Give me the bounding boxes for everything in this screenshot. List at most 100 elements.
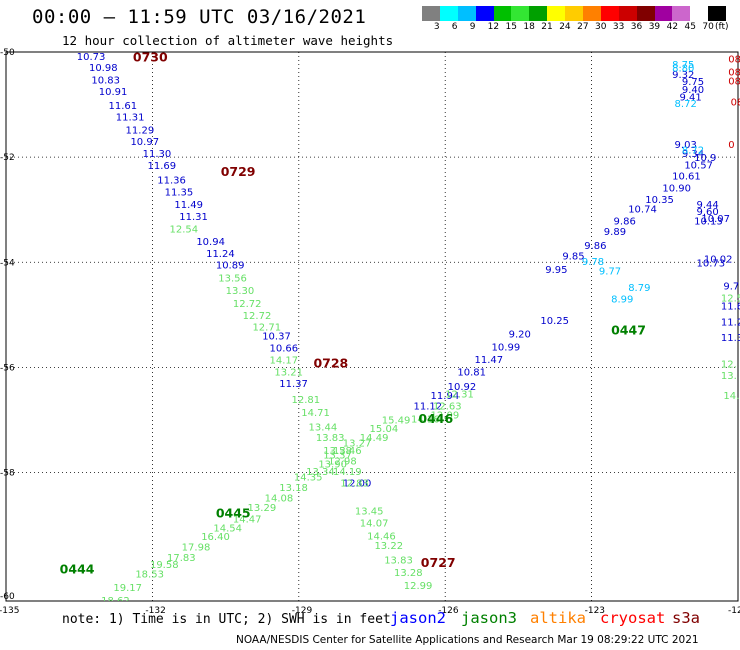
swh-value-label: 10.35 — [645, 195, 674, 206]
swh-value-label: 8.72 — [682, 145, 704, 156]
swh-value-label: 12.72 — [243, 311, 272, 322]
swh-value-label: 12.5 — [721, 294, 740, 305]
swh-value-label: 11.24 — [206, 249, 235, 260]
color-swatch — [583, 6, 601, 21]
swh-value-label: 10.66 — [270, 344, 299, 355]
swh-value-label: 12.71 — [252, 323, 281, 334]
swh-value-label: 10.92 — [448, 382, 477, 393]
swh-value-label: 12.54 — [169, 224, 198, 235]
time-label: 0447 — [611, 322, 646, 337]
swh-value-label: 13.21 — [274, 367, 303, 378]
swh-value-label: 9.95 — [545, 265, 567, 276]
swh-value-label: 08 — [728, 68, 740, 79]
swh-value-label: 17.98 — [182, 542, 211, 553]
time-label: 0730 — [133, 49, 168, 64]
swh-value-label: 9.75 — [682, 77, 704, 88]
lon-tick-label: -123 — [585, 606, 605, 616]
swh-value-label: 14.46 — [367, 531, 396, 542]
swh-value-label: 10.02 — [704, 254, 733, 265]
swh-value-label: 13.34 — [306, 467, 335, 478]
swh-value-label: 9.85 — [562, 252, 584, 263]
color-scale-label: 15 — [505, 22, 517, 32]
legend-cryosat: cryosat — [600, 609, 666, 627]
color-swatch — [475, 6, 494, 21]
swh-value-label: 10.97 — [130, 137, 159, 148]
color-swatch — [672, 6, 691, 21]
color-swatch — [654, 6, 673, 21]
swh-value-label: 9.60 — [697, 207, 719, 218]
swh-value-label: 9.41 — [679, 92, 701, 103]
swh-value-label: 19.58 — [150, 560, 179, 571]
swh-value-label: 12. — [721, 359, 737, 370]
swh-value-label: 13.29 — [248, 503, 277, 514]
swh-value-label: 10.83 — [91, 76, 120, 87]
time-label: 0445 — [216, 506, 251, 521]
swh-value-label: 18.62 — [101, 596, 130, 607]
color-swatch — [636, 6, 655, 21]
swh-value-label: 10.07 — [701, 214, 730, 225]
swh-value-label: 11.47 — [474, 355, 503, 366]
color-scale-label: 36 — [630, 22, 643, 32]
swh-value-label: 13.37 — [323, 450, 352, 461]
swh-value-label: 10.94 — [196, 237, 225, 248]
color-scale-label: 12 — [487, 22, 500, 32]
swh-value-label: 10.99 — [492, 343, 521, 354]
swh-value-label: 10.9 — [694, 153, 716, 164]
lon-tick-label: -132 — [145, 606, 165, 616]
color-swatch — [618, 6, 637, 21]
swh-value-label: 13.27 — [343, 438, 372, 449]
swh-value-label: 08 — [728, 77, 740, 88]
color-swatch — [565, 6, 584, 21]
page-title: 00:00 — 11:59 UTC 03/16/2021 — [32, 6, 367, 28]
color-swatch — [600, 6, 619, 21]
color-scale-label: 9 — [469, 22, 476, 32]
swh-value-label: 15.49 — [382, 416, 411, 427]
swh-value-label: 10.73 — [77, 52, 106, 63]
swh-value-label: 8.99 — [611, 295, 633, 306]
color-swatch — [529, 6, 548, 21]
swh-value-label: 12.72 — [233, 299, 262, 310]
swh-value-label: 10.25 — [540, 316, 569, 327]
swh-value-label: 11.2 — [721, 317, 740, 328]
color-scale-label: 3 — [433, 22, 440, 32]
swh-value-label: 14.19 — [333, 467, 362, 478]
swh-value-label: 14.08 — [265, 493, 294, 504]
swh-value-label: 10.91 — [99, 87, 128, 98]
color-swatch — [439, 6, 458, 21]
color-swatch — [708, 6, 727, 21]
page-subtitle: 12 hour collection of altimeter wave hei… — [62, 33, 394, 48]
color-swatch — [493, 6, 512, 21]
swh-value-label: 11.31 — [179, 212, 208, 223]
swh-value-label: 10.89 — [216, 261, 245, 272]
time-label: 0727 — [421, 555, 456, 570]
swh-value-label: 13.30 — [226, 286, 255, 297]
swh-value-label: 8.79 — [628, 283, 650, 294]
swh-value-label: 19.17 — [113, 583, 142, 594]
lon-tick-label: -120 — [728, 606, 740, 616]
swh-value-label: 9.03 — [675, 140, 697, 151]
swh-value-label: 9.40 — [682, 85, 704, 96]
swh-value-label: 19.48 — [35, 633, 64, 644]
time-label: 0729 — [221, 164, 256, 179]
swh-value-label: 9.86 — [584, 241, 606, 252]
lon-tick-label: -129 — [292, 606, 313, 616]
time-label: 0444 — [60, 561, 95, 576]
swh-value-label: 9.44 — [697, 200, 719, 211]
swh-value-label: 10.73 — [697, 258, 726, 269]
swh-value-label: 14.54 — [213, 523, 242, 534]
swh-value-label: 13. — [721, 371, 737, 382]
swh-value-label: 10.57 — [684, 161, 713, 172]
swh-value-label: 13.18 — [279, 483, 308, 494]
swh-value-label: 14.47 — [233, 514, 262, 525]
color-scale-label: 70 — [702, 22, 714, 32]
swh-value-label: 16.40 — [201, 532, 230, 543]
swh-value-label: 11.36 — [157, 175, 186, 186]
swh-value-label: 12.99 — [404, 581, 433, 592]
color-swatch — [457, 6, 476, 21]
lat-tick-label: -54 — [0, 258, 15, 268]
color-swatch — [547, 6, 566, 21]
swh-value-label: 10.13 — [694, 216, 723, 227]
swh-value-label: 13.90 — [318, 459, 347, 470]
swh-value-label: 14.07 — [360, 519, 389, 530]
lat-tick-label: -60 — [0, 592, 15, 602]
